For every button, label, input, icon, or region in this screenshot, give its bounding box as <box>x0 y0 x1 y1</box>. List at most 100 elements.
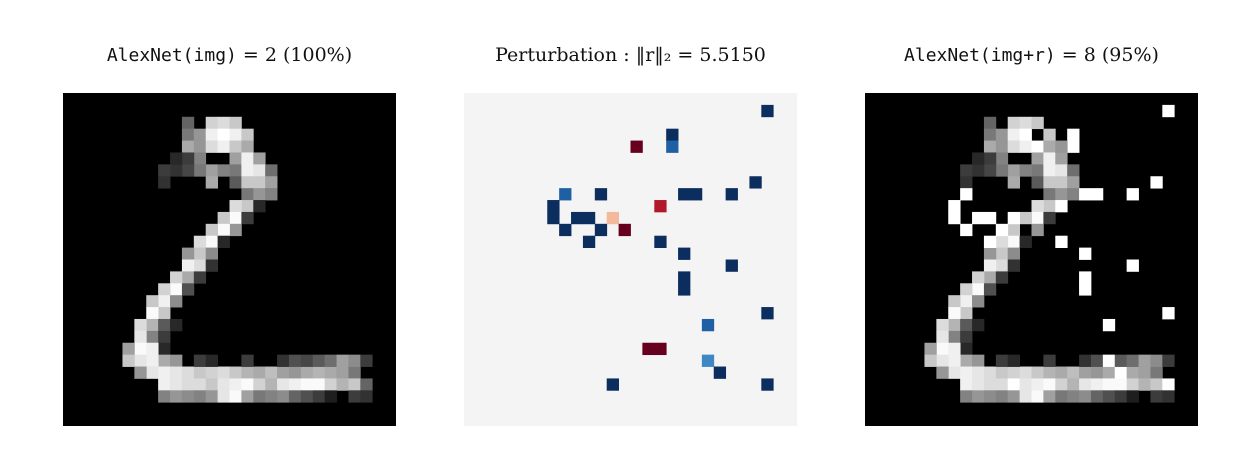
adversarial-pixel <box>1079 247 1092 260</box>
perturbation-pixel <box>559 223 572 237</box>
digit-pixel <box>170 152 183 165</box>
adversarial-pixel <box>972 354 985 367</box>
digit-pixel <box>146 366 159 379</box>
adversarial-pixel <box>1126 366 1139 379</box>
digit-pixel <box>253 188 266 201</box>
digit-pixel <box>348 390 361 403</box>
digit-pixel <box>170 378 183 391</box>
digit-pixel <box>146 318 159 332</box>
adversarial-pixel <box>972 378 985 391</box>
adversarial-pixel <box>948 307 961 320</box>
digit-pixel <box>193 140 207 153</box>
perturbation-pixel <box>678 247 691 260</box>
digit-pixel <box>241 200 254 213</box>
original-digit-image <box>63 93 396 426</box>
adversarial-pixel <box>1090 366 1104 379</box>
adversarial-pixel <box>1031 390 1044 403</box>
digit-pixel <box>193 390 207 403</box>
digit-pixel <box>277 354 290 367</box>
adversarial-pixel <box>924 342 937 356</box>
perturbation-pixel <box>761 104 774 118</box>
adversarial-pixel <box>1090 378 1104 391</box>
adversarial-pixel <box>1019 164 1032 177</box>
digit-pixel <box>229 152 242 165</box>
digit-pixel <box>324 390 337 403</box>
perturbation-pixel <box>594 188 608 201</box>
digit-pixel <box>217 366 230 379</box>
original-image-panel: AlexNet(img) = 2 (100%) <box>63 0 396 450</box>
adversarial-pixel <box>936 366 949 379</box>
digit-pixel <box>170 283 183 296</box>
adversarial-pixel <box>1067 176 1080 189</box>
digit-pixel <box>241 176 254 189</box>
adversarial-pixel <box>1102 354 1116 367</box>
perturbation-pixel <box>654 342 667 356</box>
adversarial-pixel <box>1126 378 1139 391</box>
digit-pixel <box>229 164 242 177</box>
digit-pixel <box>241 366 254 379</box>
adversarial-pixel <box>1055 390 1068 403</box>
digit-pixel <box>312 390 326 403</box>
adversarial-pixel <box>936 354 949 367</box>
perturbation-panel: Perturbation : ‖r‖₂ = 5.5150 <box>464 0 797 450</box>
adversarial-pixel <box>1043 390 1056 403</box>
adversarial-pixel <box>1007 354 1020 367</box>
adversarial-pixel <box>1162 307 1175 320</box>
adversarial-pixel <box>983 211 997 225</box>
digit-pixel <box>360 390 373 403</box>
adversarial-pixel <box>1007 128 1020 141</box>
adversarial-pixel <box>1162 378 1175 391</box>
digit-pixel <box>122 342 135 356</box>
adversarial-pixel <box>1150 354 1163 367</box>
adversarial-pixel <box>1043 354 1056 367</box>
adversarial-pixel <box>960 307 973 320</box>
digit-pixel <box>170 318 183 332</box>
digit-pixel <box>241 378 254 391</box>
adversarial-pixel <box>1067 164 1080 177</box>
digit-pixel <box>217 390 230 403</box>
adversarial-pixel <box>1031 366 1044 379</box>
adversarial-pixel <box>995 164 1009 177</box>
digit-pixel <box>241 211 254 225</box>
adversarial-pixel <box>1019 140 1032 153</box>
digit-pixel <box>193 378 207 391</box>
perturbation-pixel <box>666 140 679 153</box>
adversarial-pixel <box>1162 354 1175 367</box>
perturbation-pixel <box>725 259 738 272</box>
adversarial-pixel <box>1150 176 1163 189</box>
adversarial-pixel <box>983 164 997 177</box>
digit-pixel <box>300 390 314 403</box>
digit-pixel <box>181 283 195 296</box>
perturbation-pixel <box>594 223 608 237</box>
perturbation-pixel <box>618 223 631 237</box>
perturbation-title: Perturbation : ‖r‖₂ = 5.5150 <box>495 44 766 66</box>
digit-pixel <box>324 378 337 391</box>
adversarial-pixel <box>1043 164 1056 177</box>
digit-pixel <box>265 188 278 201</box>
adversarial-pixel <box>1126 390 1139 403</box>
digit-pixel <box>146 330 159 344</box>
adversarial-pixel <box>983 366 997 379</box>
adversarial-pixel <box>1055 235 1068 248</box>
digit-pixel <box>217 116 230 130</box>
digit-pixel <box>205 235 218 248</box>
digit-pixel <box>193 247 207 260</box>
digit-pixel <box>181 378 195 391</box>
digit-pixel <box>277 366 290 379</box>
digit-pixel <box>134 318 147 332</box>
adversarial-pixel <box>995 259 1009 272</box>
digit-pixel <box>193 152 207 165</box>
adversarial-pixel <box>1102 390 1116 403</box>
adversarial-pixel <box>983 152 997 165</box>
adversarial-pixel <box>995 354 1009 367</box>
perturbation-pixel <box>689 188 703 201</box>
adversarial-pixel <box>1150 366 1163 379</box>
digit-pixel <box>312 378 326 391</box>
adversarial-pixel <box>1126 354 1139 367</box>
adversarial-pixel <box>1031 200 1044 213</box>
digit-pixel <box>229 128 242 141</box>
digit-pixel <box>241 140 254 153</box>
digit-pixel <box>253 164 266 177</box>
digit-pixel <box>181 164 195 177</box>
adversarial-pixel <box>948 295 961 308</box>
